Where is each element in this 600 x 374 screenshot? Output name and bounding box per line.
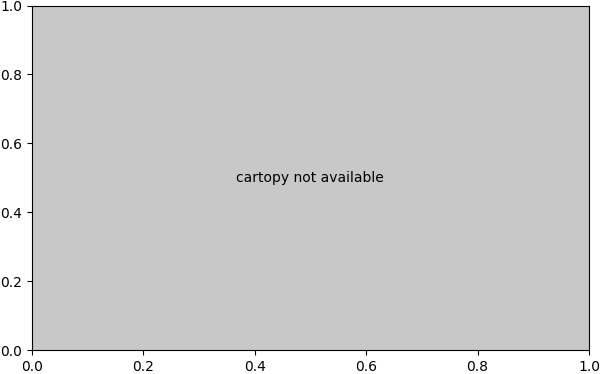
Text: cartopy not available: cartopy not available xyxy=(236,171,384,185)
